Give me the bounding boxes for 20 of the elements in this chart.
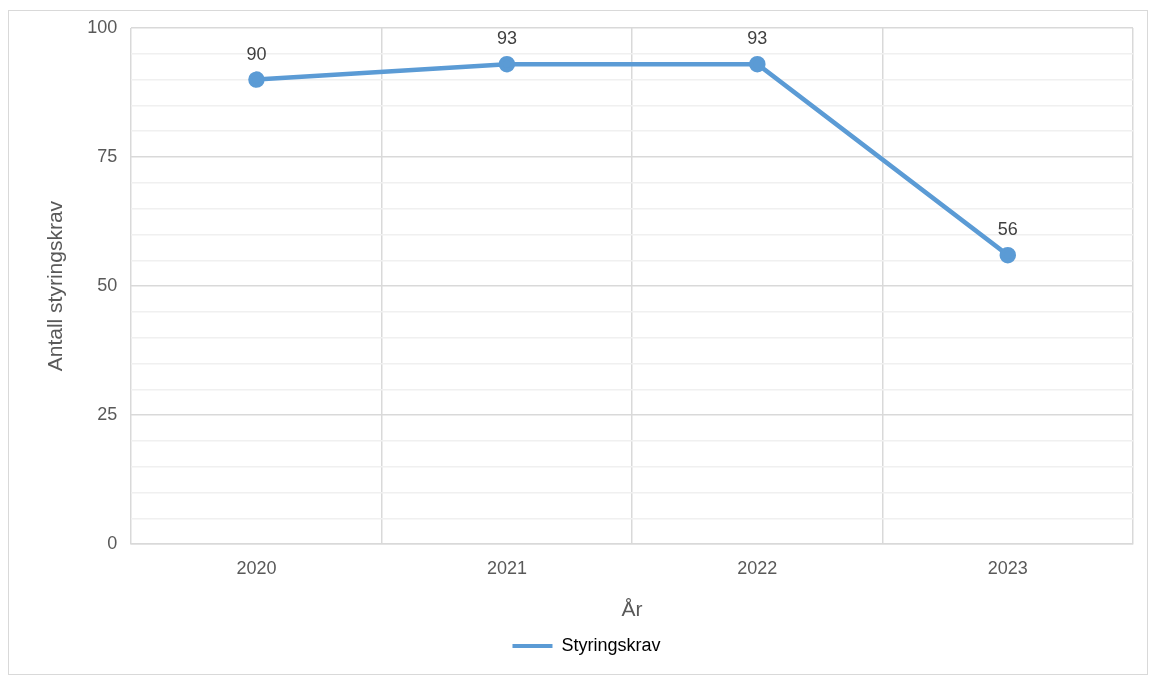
y-tick-label: 0 <box>107 533 118 554</box>
data-label: 93 <box>747 28 768 49</box>
x-tick-label: 2020 <box>236 557 277 578</box>
y-tick-label: 25 <box>97 404 118 425</box>
point <box>248 71 265 88</box>
x-tick-label: 2021 <box>486 557 527 578</box>
x-axis-title: År <box>621 597 643 621</box>
legend-label: Styringskrav <box>561 634 661 655</box>
point <box>749 55 766 73</box>
data-label: 90 <box>246 43 267 64</box>
y-tick-label: 75 <box>97 146 118 167</box>
data-label: 56 <box>997 219 1018 240</box>
y-tick-label: 50 <box>97 275 118 296</box>
data-label: 93 <box>496 28 517 49</box>
point <box>498 55 516 73</box>
point <box>999 246 1017 264</box>
y-axis-title: Antall styringskrav <box>43 200 67 372</box>
y-tick-label: 100 <box>87 16 118 37</box>
x-tick-label: 2022 <box>737 557 778 578</box>
x-tick-label: 2023 <box>987 557 1028 578</box>
